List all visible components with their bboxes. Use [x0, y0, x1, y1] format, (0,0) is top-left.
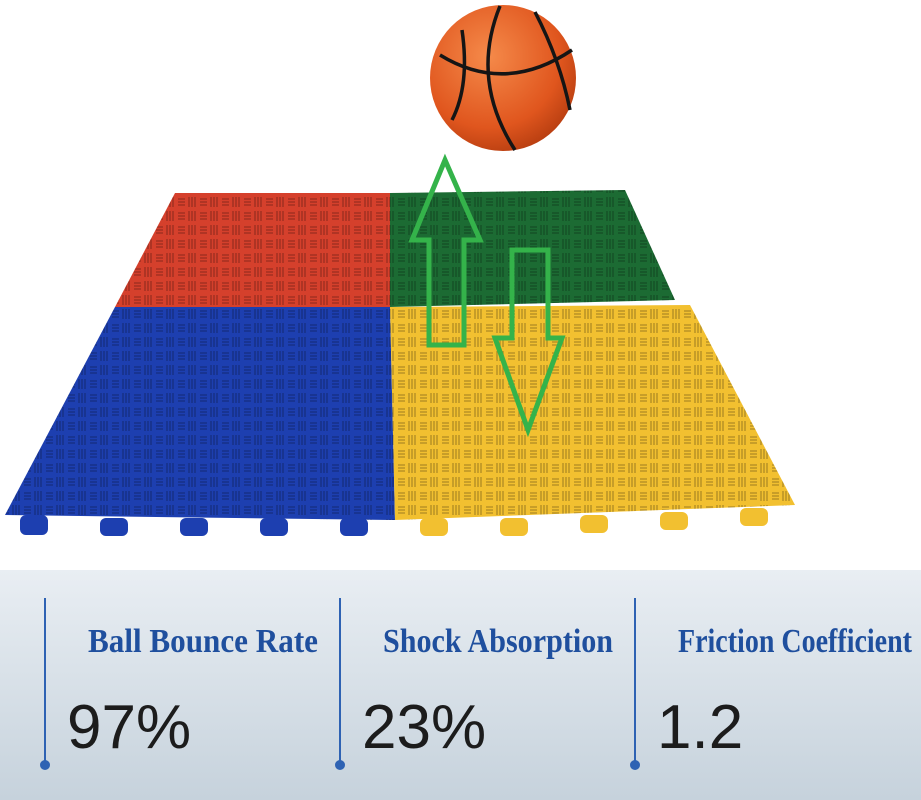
stat-value: 97% — [67, 693, 191, 762]
stat-label: Ball Bounce Rate — [88, 623, 318, 660]
stat-value: 1.2 — [657, 693, 743, 762]
stats-panel — [0, 570, 921, 800]
divider-dot — [335, 760, 345, 770]
divider-dot — [40, 760, 50, 770]
stat-label: Friction Coefficient — [678, 623, 913, 660]
stat-label: Shock Absorption — [383, 623, 613, 660]
stats: Ball Bounce Rate 97% Shock Absorption 23% Fr… — [40, 598, 913, 770]
product-image — [5, 5, 795, 536]
divider-dot — [630, 760, 640, 770]
stat-value: 23% — [362, 693, 486, 762]
